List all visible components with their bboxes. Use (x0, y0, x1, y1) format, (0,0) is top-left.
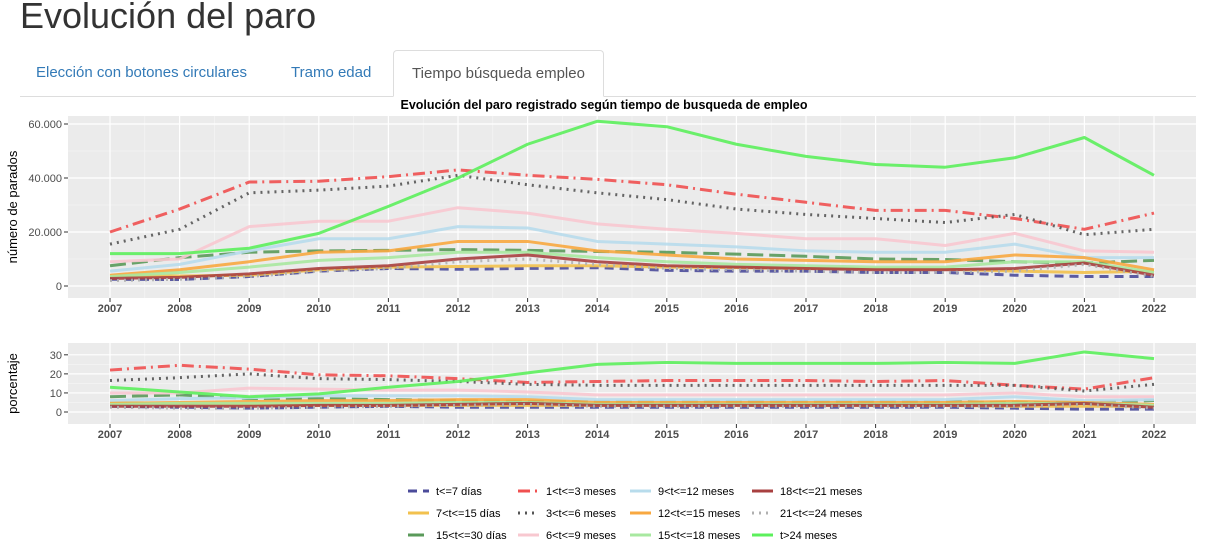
x-tick-label: 2018 (863, 303, 887, 315)
y-tick-label: 20.000 (28, 227, 62, 239)
x-tick-label: 2021 (1072, 303, 1096, 315)
x-tick-label: 2019 (933, 429, 957, 441)
y-tick-label: 0 (56, 281, 62, 293)
x-tick-label: 2015 (655, 303, 679, 315)
series-line (109, 253, 1155, 280)
legend-label: 15<t<=18 meses (658, 530, 741, 542)
x-tick-label: 2013 (515, 303, 539, 315)
x-tick-label: 2009 (237, 303, 261, 315)
x-tick-label: 2019 (933, 303, 957, 315)
legend-label: 9<t<=12 meses (658, 486, 735, 498)
tab-bar: Elección con botones circulares Tramo ed… (20, 50, 1196, 97)
series-line (109, 248, 1155, 268)
x-tick-label: 2020 (1003, 303, 1027, 315)
x-tick-label: 2018 (863, 429, 887, 441)
x-tick-label: 2020 (1003, 429, 1027, 441)
tab-eleccion-botones[interactable]: Elección con botones circulares (36, 64, 247, 81)
legend-label: 3<t<=6 meses (546, 508, 617, 520)
series-line (109, 225, 1154, 273)
series-line (109, 350, 1155, 399)
x-tick-label: 2013 (515, 429, 539, 441)
series-line (109, 266, 1154, 282)
x-tick-label: 2009 (237, 429, 261, 441)
x-tick-label: 2008 (167, 429, 191, 441)
page-title: Evolución del paro (20, 0, 317, 36)
x-tick-label: 2011 (376, 303, 400, 315)
legend-label: 1<t<=3 meses (546, 486, 617, 498)
x-tick-label: 2007 (98, 303, 122, 315)
series-line (109, 168, 1155, 234)
legend-label: 7<t<=15 días (436, 508, 501, 520)
panel-1: 0 20.000 40.000 60.000 2007 2008 2009 2010 2011 2… (5, 116, 1196, 315)
series-line (109, 239, 1155, 277)
y-tick-label: 30 (50, 350, 62, 362)
x-tick-label: 2011 (376, 429, 400, 441)
tab-tramo-edad[interactable]: Tramo edad (291, 64, 372, 81)
y-axis-title: número de parados (5, 150, 20, 263)
series-line (110, 119, 1155, 256)
series-line (109, 404, 1154, 411)
tab-tiempo-busqueda[interactable]: Tiempo búsqueda empleo (393, 50, 604, 97)
series-line (109, 250, 1155, 279)
legend-label: 15<t<=30 días (436, 530, 507, 542)
x-tick-label: 2008 (167, 303, 191, 315)
legend-label: 21<t<=24 meses (780, 508, 863, 520)
x-tick-label: 2017 (794, 303, 818, 315)
legend-label: t<=7 días (436, 486, 482, 498)
x-tick-label: 2021 (1072, 429, 1096, 441)
x-tick-label: 2017 (794, 429, 818, 441)
x-tick-label: 2014 (585, 303, 610, 315)
series-line (109, 363, 1155, 391)
x-tick-label: 2014 (585, 429, 610, 441)
x-tick-label: 2007 (98, 429, 122, 441)
legend-label: 12<t<=15 meses (658, 508, 741, 520)
legend: t<=7 días 7<t<=15 días 15<t<=30 días 1<t<=3… (408, 486, 863, 542)
legend-label: 6<t<=9 meses (546, 530, 617, 542)
legend-label: 18<t<=21 meses (780, 486, 863, 498)
x-tick-label: 2015 (655, 429, 679, 441)
y-tick-label: 0 (56, 407, 62, 419)
legend-label: t>24 meses (780, 530, 838, 542)
x-tick-label: 2016 (724, 429, 748, 441)
series-line (109, 398, 1155, 406)
x-tick-label: 2016 (724, 303, 748, 315)
y-tick-label: 40.000 (28, 173, 62, 185)
y-tick-label: 60.000 (28, 119, 62, 131)
y-axis-title: porcentaje (5, 353, 20, 414)
x-tick-label: 2022 (1142, 429, 1166, 441)
series-line (110, 386, 1154, 399)
panel-2: 0 10 20 30 2007 2008 2009 2010 2011 2012 2013 2014 2… (5, 343, 1196, 441)
y-tick-label: 20 (50, 369, 62, 381)
x-tick-label: 2010 (307, 303, 331, 315)
series-line (109, 206, 1155, 264)
x-tick-label: 2022 (1142, 303, 1166, 315)
y-tick-label: 10 (50, 388, 62, 400)
x-tick-label: 2010 (307, 429, 331, 441)
x-tick-label: 2012 (446, 429, 470, 441)
series-line (110, 401, 1155, 409)
x-tick-label: 2012 (446, 303, 470, 315)
chart-title: Evolución del paro registrado según tiem… (400, 98, 807, 112)
